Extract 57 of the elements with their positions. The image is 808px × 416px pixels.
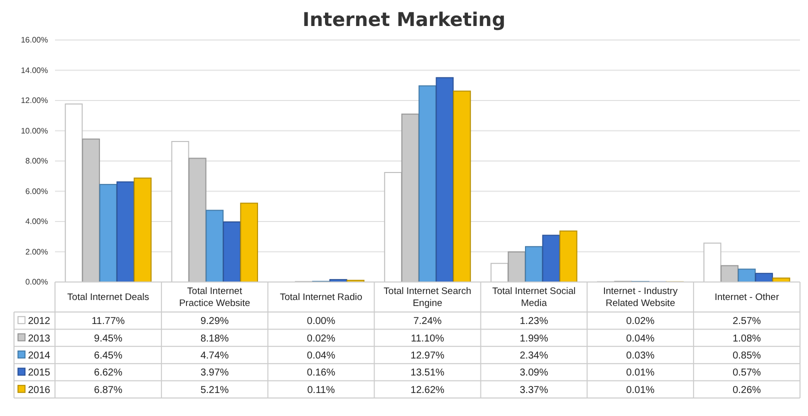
data-label: 9.29%	[200, 316, 229, 328]
data-label: 2.34%	[520, 350, 548, 362]
data-label: 6.62%	[94, 368, 122, 379]
data-label: 9.45%	[94, 333, 122, 344]
data-label: 0.00%	[306, 316, 336, 328]
x-tick-label: Total Internet Practice Website	[179, 286, 250, 309]
data-label: 5.21%	[200, 384, 229, 396]
data-label: 1.99%	[520, 333, 548, 344]
data-label: 0.11%	[307, 384, 335, 396]
data-label: 4.74%	[200, 350, 229, 362]
data-label: 0.16%	[306, 368, 336, 379]
data-label: 3.97%	[200, 368, 229, 379]
legend-label: 2016	[28, 384, 51, 396]
legend-label: 2014	[28, 350, 51, 362]
legend-label: 2015	[28, 368, 51, 379]
data-label: 0.57%	[732, 368, 762, 379]
data-label: 6.45%	[94, 350, 122, 362]
y-tick-label: 14.00%	[20, 66, 48, 75]
y-tick-label: 2.00%	[25, 247, 48, 256]
data-label: 1.23%	[520, 316, 548, 328]
y-tick-label: 6.00%	[25, 186, 48, 196]
data-label: 12.97%	[410, 350, 445, 362]
x-tick-label: Total Internet Search Engine	[384, 286, 472, 309]
data-label: 6.87%	[94, 384, 122, 396]
y-tick-label: 0.00%	[25, 278, 48, 287]
data-label: 0.01%	[626, 368, 655, 379]
data-label: 2.57%	[732, 316, 762, 328]
data-label: 0.02%	[306, 333, 336, 344]
legend-label: 2012	[28, 316, 51, 328]
data-label: 0.01%	[626, 384, 655, 396]
data-label: 0.26%	[732, 384, 762, 396]
x-tick-label: Internet - Industry Related Website	[603, 286, 678, 309]
data-label: 3.37%	[520, 384, 548, 396]
y-tick-label: 8.00%	[25, 156, 48, 166]
x-tick-label: Total Internet Radio	[280, 292, 362, 303]
data-label: 13.51%	[410, 368, 445, 379]
x-tick-label: Total Internet Social Media	[492, 286, 576, 309]
data-label: 1.08%	[732, 333, 762, 344]
x-tick-label: Internet - Other	[714, 292, 779, 303]
data-label: 11.10%	[410, 333, 444, 344]
x-tick-label: Total Internet Deals	[67, 292, 150, 303]
data-label: 8.18%	[200, 333, 229, 344]
data-label: 0.04%	[626, 333, 655, 344]
data-label: 7.24%	[413, 316, 442, 328]
data-label: 12.62%	[410, 384, 445, 396]
y-tick-label: 10.00%	[20, 126, 48, 136]
y-tick-label: 4.00%	[25, 217, 48, 226]
data-label: 0.03%	[626, 350, 655, 362]
y-tick-label: 12.00%	[20, 96, 48, 106]
y-tick-label: 16.00%	[20, 36, 48, 45]
legend-label: 2013	[28, 333, 51, 344]
data-label: 3.09%	[520, 368, 548, 379]
chart-title: Internet Marketing	[302, 9, 506, 31]
data-label: 0.02%	[626, 316, 655, 328]
data-label: 11.77%	[92, 316, 125, 328]
data-label: 0.85%	[732, 350, 762, 362]
data-label: 0.04%	[306, 350, 336, 362]
